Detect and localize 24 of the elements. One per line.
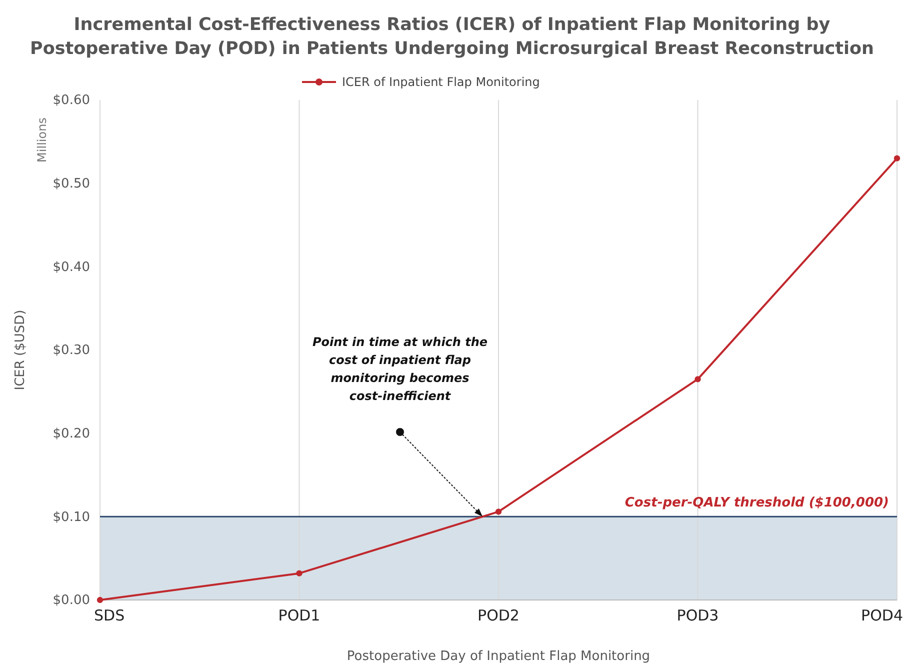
- y-axis-title: ICER ($USD): [13, 310, 28, 390]
- annotation: Point in time at which the cost of inpatient flap monitoring becomes cost-inefficient: [312, 335, 488, 403]
- y-tick-label: $0.20: [52, 426, 90, 442]
- point: [96, 596, 104, 604]
- point: [296, 570, 302, 576]
- x-tick-label: POD4: [861, 606, 903, 625]
- y-tick-label: $0.30: [52, 343, 90, 358]
- y-tick-label: $0.50: [52, 176, 90, 192]
- x-tick-label: POD3: [676, 606, 719, 625]
- y-tick-label: $0.60: [52, 93, 90, 108]
- x-axis-title: Postoperative Day of Inpatient Flap Monitoring: [346, 649, 650, 664]
- y-tick-label: $0.00: [52, 593, 90, 608]
- x-tick-label: POD1: [278, 606, 320, 625]
- point: [495, 508, 502, 515]
- x-tick-label: SDS: [94, 606, 125, 625]
- ref-line-label: Cost-per-QALY threshold ($100,000): [624, 496, 889, 511]
- legend-label: ICER of Inpatient Flap Monitoring: [342, 75, 540, 89]
- point: [694, 376, 701, 382]
- y-tick-label: $0.40: [52, 260, 90, 275]
- chart-title: Incremental Cost-Effectiveness Ratios (ICER) of Inpatient Flap Monitoring by Postoperative Day (POD) in Patients Undergoing Microsurgical Breast Reconstruction: [30, 15, 874, 59]
- y-tick-label: $0.10: [52, 510, 90, 525]
- x-tick-label: POD2: [478, 606, 520, 625]
- point: [894, 155, 900, 162]
- text: Millions: [35, 118, 49, 162]
